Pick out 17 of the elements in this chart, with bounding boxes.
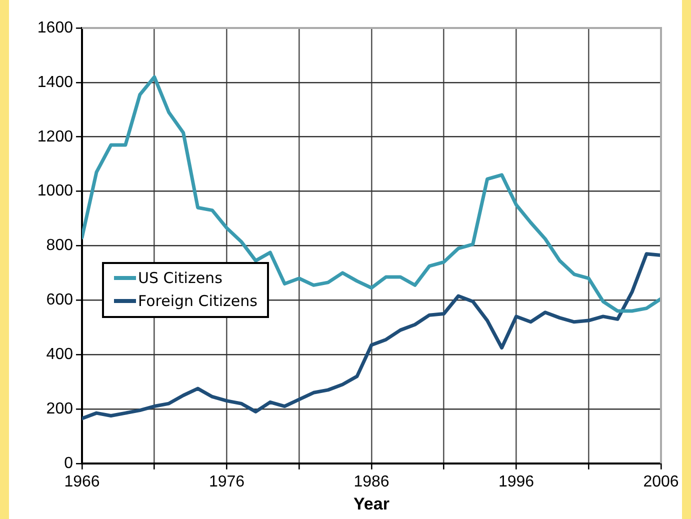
y-tick-label: 0	[64, 454, 74, 472]
x-tick-label: 1986	[354, 473, 390, 490]
y-tick-label: 200	[46, 400, 74, 418]
y-tick-label: 600	[46, 292, 74, 309]
legend-label: US Citizens	[138, 269, 222, 288]
x-tick-label: 1976	[208, 473, 245, 490]
y-tick-label: 400	[46, 346, 74, 363]
y-tick-label: 1000	[37, 182, 74, 200]
legend-label: Foreign Citizens	[138, 292, 258, 310]
x-tick-label: 1966	[64, 473, 100, 490]
x-tick-label: 2006	[643, 473, 679, 490]
y-tick-label: 1600	[37, 19, 74, 36]
x-axis-title: Year	[354, 494, 390, 514]
y-tick-label: 1200	[37, 128, 74, 146]
y-tick-label: 1400	[37, 74, 74, 91]
y-tick-label: 800	[46, 237, 74, 254]
x-tick-label: 1996	[498, 473, 534, 490]
